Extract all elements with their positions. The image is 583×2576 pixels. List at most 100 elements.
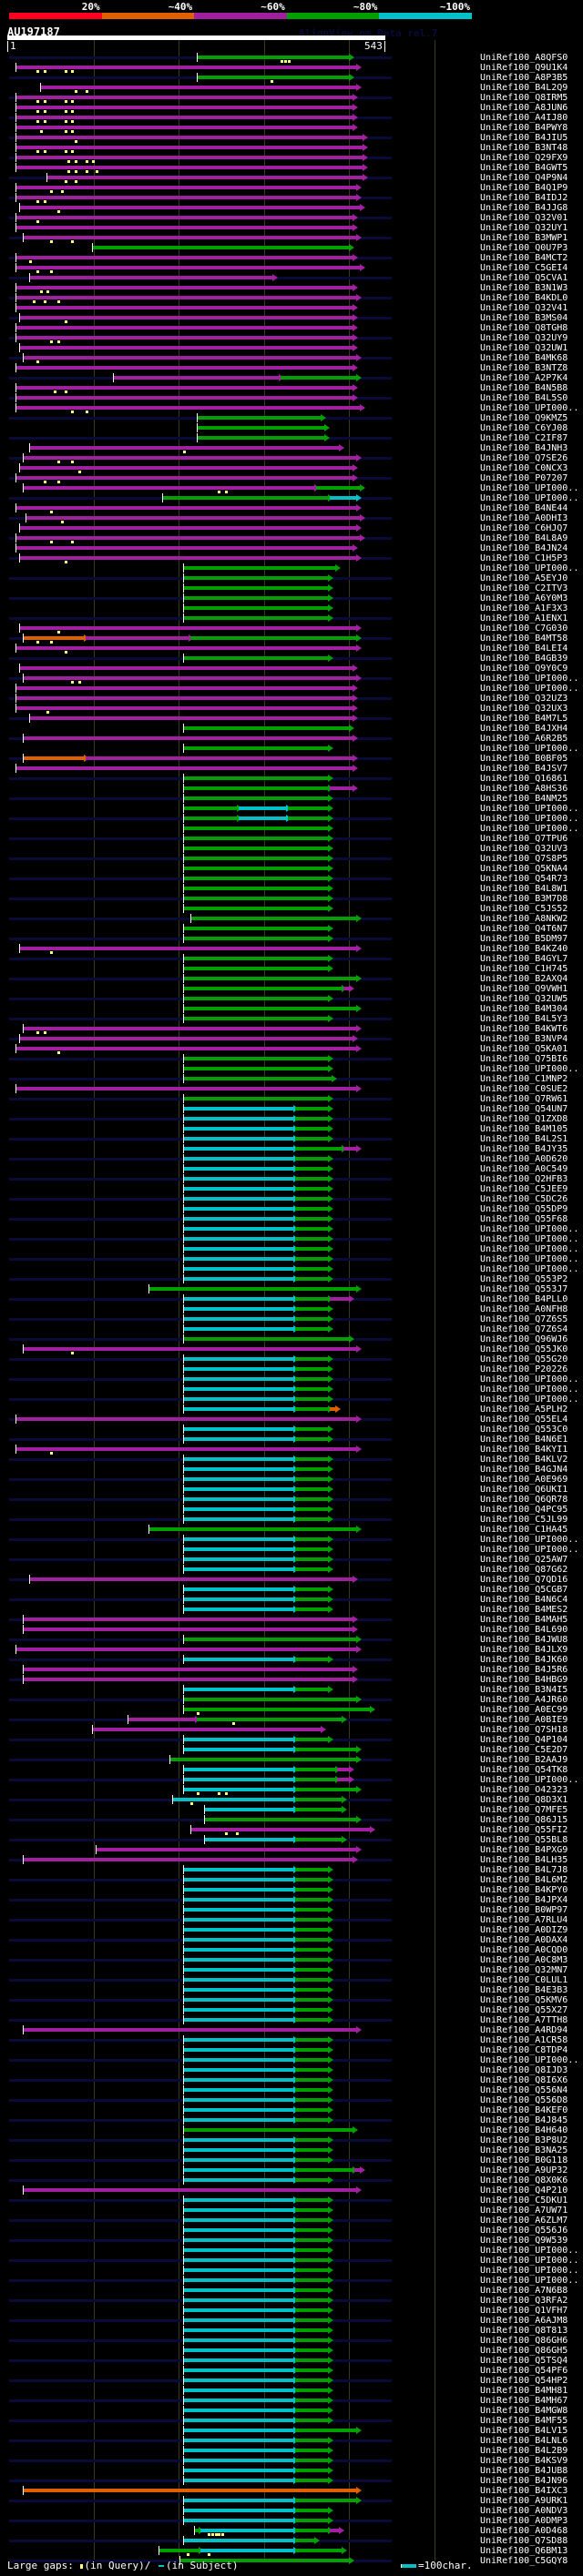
hit-row[interactable]: UniRef100_Q5TSQ4 [0, 2356, 583, 2366]
hit-row[interactable]: UniRef100_B4N5B8 [0, 383, 583, 393]
hit-name-link[interactable]: UniRef100_Q6QR78 [480, 1495, 568, 1505]
hit-row[interactable]: UniRef100_Q55FI2 [0, 1825, 583, 1835]
hit-name-link[interactable]: UniRef100_B0G118 [480, 2155, 568, 2165]
hit-name-link[interactable]: UniRef100_B4N5B8 [480, 383, 568, 393]
hit-name-link[interactable]: UniRef100_Q54PF6 [480, 2366, 568, 2376]
hit-row[interactable]: UniRef100_B4JJG8 [0, 203, 583, 213]
hit-row[interactable]: UniRef100_B4JNH3 [0, 443, 583, 453]
hit-row[interactable]: UniRef100_B4GYL7 [0, 954, 583, 964]
hit-row[interactable]: UniRef100_Q32UV3 [0, 844, 583, 854]
hit-name-link[interactable]: UniRef100_UPI000.. [480, 1264, 579, 1274]
hit-row[interactable]: UniRef100_B4N6E1 [0, 1435, 583, 1445]
hit-row[interactable]: UniRef100_UPI000.. [0, 1775, 583, 1785]
hit-name-link[interactable]: UniRef100_A1F3X3 [480, 603, 568, 614]
hit-name-link[interactable]: UniRef100_A8NKW2 [480, 914, 568, 924]
hit-row[interactable]: UniRef100_B4MH67 [0, 2396, 583, 2406]
hit-name-link[interactable]: UniRef100_Q8I6X6 [480, 2075, 568, 2085]
hit-name-link[interactable]: UniRef100_C0LUL1 [480, 1975, 568, 1985]
hit-row[interactable]: UniRef100_Q556J6 [0, 2226, 583, 2236]
hit-row[interactable]: UniRef100_Q32UZ3 [0, 694, 583, 704]
hit-name-link[interactable]: UniRef100_Q7Z6S4 [480, 1324, 568, 1334]
hit-row[interactable]: UniRef100_A5EYJ0 [0, 573, 583, 583]
hit-name-link[interactable]: UniRef100_C2IF87 [480, 433, 568, 443]
hit-name-link[interactable]: UniRef100_B4J845 [480, 2115, 568, 2125]
hit-row[interactable]: UniRef100_B4PXG9 [0, 1845, 583, 1855]
hit-name-link[interactable]: UniRef100_B4JLX9 [480, 1645, 568, 1655]
hit-row[interactable]: UniRef100_B4PLL0 [0, 1294, 583, 1304]
hit-row[interactable]: UniRef100_Q32UX3 [0, 704, 583, 714]
hit-name-link[interactable]: UniRef100_B4L5Y3 [480, 1014, 568, 1024]
hit-row[interactable]: UniRef100_Q54UN7 [0, 1104, 583, 1114]
hit-name-link[interactable]: UniRef100_B4MF55 [480, 2416, 568, 2426]
hit-row[interactable]: UniRef100_A0BIE9 [0, 1715, 583, 1725]
hit-name-link[interactable]: UniRef100_Q86GH5 [480, 2346, 568, 2356]
hit-row[interactable]: UniRef100_B4IXC3 [0, 2486, 583, 2496]
hit-row[interactable]: UniRef100_B4LEI4 [0, 644, 583, 654]
hit-row[interactable]: UniRef100_UPI000.. [0, 1264, 583, 1274]
hit-row[interactable]: UniRef100_Q7Z6S5 [0, 1314, 583, 1324]
hit-row[interactable]: UniRef100_UPI000.. [0, 493, 583, 503]
hit-name-link[interactable]: UniRef100_A8JUN6 [480, 103, 568, 113]
hit-row[interactable]: UniRef100_C0NCX3 [0, 463, 583, 473]
hit-row[interactable]: UniRef100_A0DHI3 [0, 513, 583, 523]
hit-name-link[interactable]: UniRef100_Q29FX9 [480, 153, 568, 163]
hit-name-link[interactable]: UniRef100_A0NFH8 [480, 1304, 568, 1314]
hit-row[interactable]: UniRef100_UPI000.. [0, 824, 583, 834]
hit-name-link[interactable]: UniRef100_B4NE44 [480, 503, 568, 513]
hit-row[interactable]: UniRef100_Q4P104 [0, 1735, 583, 1745]
hit-name-link[interactable]: UniRef100_A8P3B5 [480, 73, 568, 83]
hit-name-link[interactable]: UniRef100_A0BIE9 [480, 1715, 568, 1725]
hit-name-link[interactable]: UniRef100_B4L2Q9 [480, 83, 568, 93]
hit-row[interactable]: UniRef100_A0NFH8 [0, 1304, 583, 1314]
hit-name-link[interactable]: UniRef100_UPI000.. [480, 744, 579, 754]
hit-name-link[interactable]: UniRef100_C1HA45 [480, 1525, 568, 1535]
hit-row[interactable]: UniRef100_UPI000.. [0, 2246, 583, 2256]
hit-row[interactable]: UniRef100_Q6BM13 [0, 2546, 583, 2556]
hit-name-link[interactable]: UniRef100_A4RD94 [480, 2025, 568, 2035]
hit-row[interactable]: UniRef100_C7G030 [0, 624, 583, 634]
hit-row[interactable]: UniRef100_Q7SD88 [0, 2536, 583, 2546]
hit-name-link[interactable]: UniRef100_Q556D8 [480, 2095, 568, 2105]
hit-name-link[interactable]: UniRef100_B3M7D8 [480, 894, 568, 904]
hit-row[interactable]: UniRef100_A8NKW2 [0, 914, 583, 924]
hit-row[interactable]: UniRef100_UPI000.. [0, 1254, 583, 1264]
hit-row[interactable]: UniRef100_B4GB39 [0, 654, 583, 664]
hit-name-link[interactable]: UniRef100_B0WP97 [480, 1905, 568, 1915]
hit-name-link[interactable]: UniRef100_B4GJN4 [480, 1465, 568, 1475]
hit-row[interactable]: UniRef100_A0C549 [0, 1164, 583, 1174]
hit-name-link[interactable]: UniRef100_Q5KMV6 [480, 1995, 568, 2005]
hit-name-link[interactable]: UniRef100_Q86J15 [480, 1815, 568, 1825]
hit-row[interactable]: UniRef100_UPI000.. [0, 1234, 583, 1244]
hit-row[interactable]: UniRef100_Q7SH18 [0, 1725, 583, 1735]
hit-row[interactable]: UniRef100_B4LNL6 [0, 2436, 583, 2446]
hit-name-link[interactable]: UniRef100_C1MNP2 [480, 1074, 568, 1084]
hit-name-link[interactable]: UniRef100_C5GQY8 [480, 2556, 568, 2566]
hit-name-link[interactable]: UniRef100_B4MCT2 [480, 253, 568, 263]
hit-row[interactable]: UniRef100_O42323 [0, 1785, 583, 1795]
hit-name-link[interactable]: UniRef100_B4JSV7 [480, 764, 568, 774]
hit-name-link[interactable]: UniRef100_B4N6E1 [480, 1435, 568, 1445]
hit-name-link[interactable]: UniRef100_Q32V01 [480, 213, 568, 223]
hit-name-link[interactable]: UniRef100_UPI000.. [480, 1254, 579, 1264]
hit-row[interactable]: UniRef100_Q32V41 [0, 303, 583, 313]
hit-row[interactable]: UniRef100_A5PLH2 [0, 1405, 583, 1415]
hit-row[interactable]: UniRef100_P07207 [0, 473, 583, 483]
hit-name-link[interactable]: UniRef100_B3NTZ8 [480, 363, 568, 373]
hit-row[interactable]: UniRef100_A9UP32 [0, 2165, 583, 2175]
hit-row[interactable]: UniRef100_Q55BL8 [0, 1835, 583, 1845]
hit-row[interactable]: UniRef100_Q4P210 [0, 2186, 583, 2196]
hit-name-link[interactable]: UniRef100_Q8TGH8 [480, 323, 568, 333]
hit-name-link[interactable]: UniRef100_B4JN96 [480, 2476, 568, 2486]
hit-row[interactable]: UniRef100_UPI000.. [0, 684, 583, 694]
hit-row[interactable]: UniRef100_Q9Y0C9 [0, 664, 583, 674]
hit-row[interactable]: UniRef100_UPI000.. [0, 1394, 583, 1405]
hit-name-link[interactable]: UniRef100_UPI000.. [480, 684, 579, 694]
hit-name-link[interactable]: UniRef100_Q87G62 [480, 1565, 568, 1575]
hit-name-link[interactable]: UniRef100_B3P8U2 [480, 2135, 568, 2145]
hit-row[interactable]: UniRef100_Q9VWH1 [0, 984, 583, 994]
hit-row[interactable]: UniRef100_C8TDP4 [0, 2045, 583, 2055]
hit-row[interactable]: UniRef100_Q8D3X1 [0, 1795, 583, 1805]
hit-name-link[interactable]: UniRef100_Q9VWH1 [480, 984, 568, 994]
hit-row[interactable]: UniRef100_C1MNP2 [0, 1074, 583, 1084]
hit-row[interactable]: UniRef100_A4RD94 [0, 2025, 583, 2035]
